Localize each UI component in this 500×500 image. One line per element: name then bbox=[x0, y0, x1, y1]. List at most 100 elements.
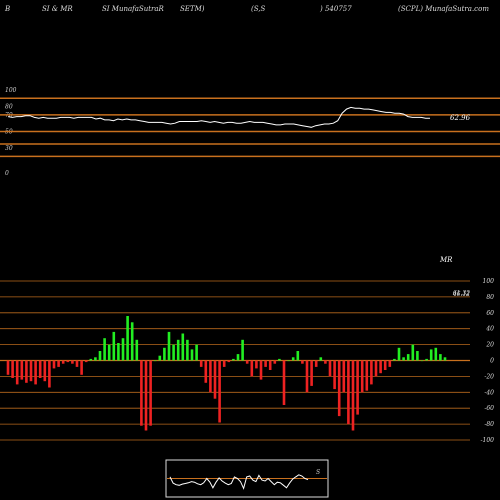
rsi-tick-label: 100 bbox=[5, 87, 17, 94]
mrsi-bar bbox=[370, 360, 373, 385]
mrsi-bar bbox=[360, 360, 364, 393]
mrsi-bar bbox=[181, 333, 185, 361]
header-text-1: B bbox=[4, 5, 10, 13]
mrsi-bar bbox=[167, 331, 171, 361]
mini-chart-panel: S bbox=[165, 459, 329, 498]
mrsi-bar bbox=[204, 360, 208, 383]
mrsi-bar bbox=[333, 360, 336, 390]
mrsi-bar bbox=[25, 360, 28, 383]
rsi-series-line bbox=[7, 106, 430, 128]
mrsi-bar bbox=[153, 360, 157, 362]
mrsi-bar bbox=[61, 360, 65, 364]
mrsi-bar bbox=[98, 351, 102, 361]
mrsi-bar bbox=[135, 339, 139, 361]
mrsi-bar bbox=[176, 339, 180, 361]
mrsi-bar bbox=[273, 360, 277, 364]
mrsi-bar bbox=[186, 339, 189, 361]
header-text-3: SI MunafaSutraR bbox=[102, 5, 165, 13]
mrsi-title: MR bbox=[439, 256, 453, 264]
mrsi-bar bbox=[236, 354, 240, 361]
mrsi-value-label: 46.12 bbox=[452, 291, 470, 298]
mrsi-bar bbox=[416, 351, 419, 361]
mrsi-tick-label: 60 bbox=[486, 310, 494, 317]
mrsi-bar bbox=[107, 344, 111, 361]
mini-series-line bbox=[169, 474, 309, 490]
mrsi-bar bbox=[144, 360, 148, 431]
mrsi-tick-label: 20 bbox=[485, 342, 494, 349]
mrsi-bar bbox=[71, 360, 74, 364]
mrsi-bar bbox=[356, 360, 359, 415]
mrsi-bar bbox=[29, 360, 33, 382]
mrsi-bar bbox=[222, 360, 226, 367]
mrsi-bar bbox=[268, 360, 272, 370]
mrsi-bar bbox=[11, 360, 14, 378]
mrsi-bar bbox=[75, 360, 79, 367]
mrsi-bar bbox=[140, 360, 143, 426]
mrsi-bar bbox=[163, 347, 166, 361]
mrsi-bar bbox=[443, 357, 447, 361]
mrsi-bar bbox=[374, 360, 378, 377]
mrsi-bar bbox=[80, 360, 83, 375]
mini-chart-label: S bbox=[316, 469, 320, 476]
mrsi-bar bbox=[425, 358, 428, 361]
mrsi-bar bbox=[117, 343, 120, 361]
mrsi-bar bbox=[241, 339, 244, 361]
mrsi-bar bbox=[393, 358, 396, 361]
mrsi-bar bbox=[94, 357, 97, 361]
mrsi-bar bbox=[245, 360, 249, 364]
mrsi-bar bbox=[48, 360, 51, 388]
header-text-5: (S,S bbox=[251, 5, 266, 13]
header-text-6: ) 540757 bbox=[319, 5, 352, 13]
mrsi-tick-label: -100 bbox=[481, 437, 495, 444]
mrsi-bar bbox=[52, 360, 56, 369]
mrsi-tick-label: -40 bbox=[484, 389, 494, 396]
mrsi-bar bbox=[209, 360, 212, 393]
mrsi-bar bbox=[38, 360, 42, 378]
mrsi-bar bbox=[158, 355, 162, 361]
mrsi-bar bbox=[379, 360, 382, 374]
mrsi-bar bbox=[434, 347, 438, 361]
header-text-2: SI & MR bbox=[42, 5, 73, 13]
mrsi-bar bbox=[314, 360, 318, 367]
mrsi-bar bbox=[397, 347, 401, 361]
rsi-panel: 10080705030062.96 bbox=[0, 87, 500, 177]
mrsi-bar bbox=[319, 357, 323, 361]
mrsi-bar bbox=[337, 360, 341, 417]
mrsi-bar bbox=[342, 360, 346, 393]
mrsi-bar bbox=[34, 360, 37, 385]
mrsi-bar bbox=[121, 338, 125, 361]
mrsi-bar bbox=[103, 338, 106, 361]
mrsi-bar bbox=[6, 360, 10, 375]
mrsi-bar bbox=[264, 360, 267, 367]
rsi-last-value-label: 62.96 bbox=[450, 114, 471, 122]
mrsi-bar bbox=[287, 360, 290, 362]
mrsi-bar bbox=[351, 360, 355, 431]
mrsi-value-label: 61.32 bbox=[453, 290, 470, 297]
mrsi-tick-label: 100 bbox=[483, 278, 495, 285]
mrsi-bar bbox=[282, 360, 286, 405]
mrsi-bar bbox=[126, 316, 129, 361]
mrsi-bar bbox=[255, 360, 258, 369]
mrsi-bar bbox=[149, 360, 152, 426]
mrsi-bar bbox=[218, 360, 221, 423]
mrsi-bar bbox=[305, 360, 309, 393]
header-text-4: SETM) bbox=[180, 5, 205, 13]
header-text-7: (SCPL) MunafaSutra.com bbox=[398, 5, 489, 13]
mrsi-bar bbox=[388, 360, 392, 367]
mrsi-tick-label: 0 bbox=[490, 358, 494, 365]
mrsi-bar bbox=[227, 360, 231, 363]
mrsi-bar bbox=[278, 358, 281, 361]
mrsi-tick-label: -80 bbox=[484, 421, 494, 428]
mrsi-bar bbox=[15, 360, 19, 385]
mrsi-bar bbox=[89, 358, 93, 361]
mrsi-bar bbox=[199, 360, 203, 367]
rsi-tick-label: 80 bbox=[5, 104, 13, 111]
mrsi-bar bbox=[84, 360, 88, 363]
mrsi-bar bbox=[259, 360, 263, 380]
mrsi-tick-label: -20 bbox=[484, 373, 494, 380]
mrsi-bar bbox=[296, 351, 300, 361]
mrsi-tick-label: -60 bbox=[484, 405, 494, 412]
mrsi-bar bbox=[190, 349, 194, 361]
mrsi-bar bbox=[365, 360, 369, 391]
